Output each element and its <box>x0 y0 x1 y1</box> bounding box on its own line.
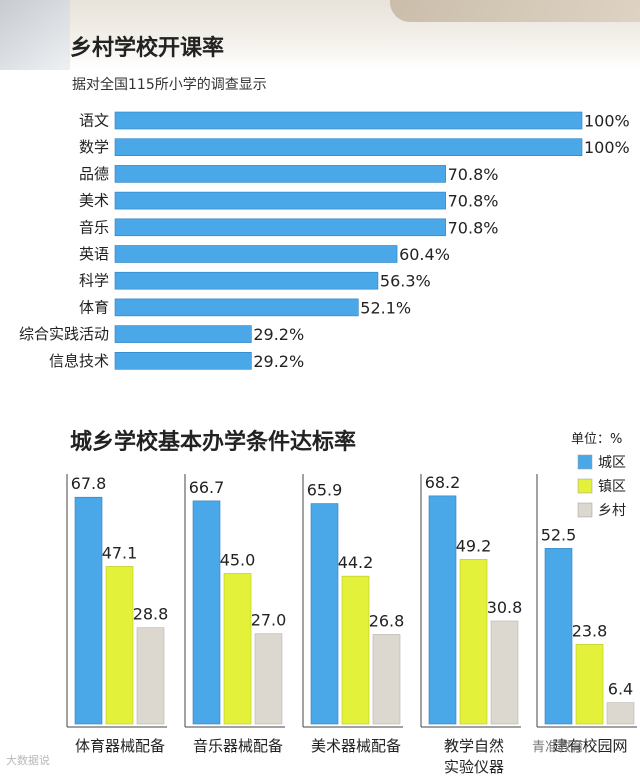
chart1-value-label: 70.8% <box>448 192 499 211</box>
chart1-value-label: 100% <box>584 138 630 157</box>
chart2-value-label: 23.8 <box>572 621 608 640</box>
chart2-bar <box>575 644 604 725</box>
chart2-bar <box>490 620 519 725</box>
chart2-category-label: 体育器械配备 <box>75 737 165 755</box>
chart2-value-label: 44.2 <box>338 553 374 572</box>
chart1-category-label: 美术 <box>79 192 109 210</box>
chart1-bar <box>114 111 583 130</box>
chart2-bar <box>310 503 339 725</box>
chart2-category-label: 实验仪器 <box>444 758 504 776</box>
chart2-category-label: 美术器械配备 <box>311 737 401 755</box>
chart2-value-label: 45.0 <box>220 550 256 569</box>
chart1-value-label: 29.2% <box>253 325 304 344</box>
chart1-bar <box>114 325 252 343</box>
chart2-value-label: 27.0 <box>251 611 287 630</box>
watermark-left: 大数据说 <box>6 754 50 767</box>
chart1-category-label: 体育 <box>79 298 109 316</box>
chart1-category-label: 科学 <box>79 272 109 290</box>
chart1-value-label: 100% <box>584 112 630 131</box>
chart2-bar <box>341 575 370 725</box>
chart2-bar <box>74 496 103 725</box>
chart1-value-label: 29.2% <box>253 352 304 371</box>
chart1-bar <box>114 271 379 290</box>
chart1-hbar: 语文 100% 数学 100% 品德 70.8% 美术 70.8% 音乐 70.8% 英语 60.4%… <box>19 111 630 371</box>
chart1-category-label: 英语 <box>79 245 109 263</box>
chart1-subtitle: 据对全国115所小学的调查显示 <box>72 77 267 93</box>
chart1-bar <box>114 165 446 183</box>
chart1-bar <box>114 298 359 317</box>
chart2-bar <box>136 627 165 725</box>
chart1-category-label: 语文 <box>79 112 109 130</box>
chart2-value-label: 52.5 <box>541 525 577 544</box>
chart2-title: 城乡学校基本办学条件达标率 <box>70 430 357 455</box>
chart1-bar <box>114 351 252 370</box>
chart1-title: 乡村学校开课率 <box>70 36 225 61</box>
chart2-value-label: 28.8 <box>133 605 169 624</box>
chart2-legend-swatch <box>577 454 593 470</box>
chart1-value-label: 52.1% <box>360 298 411 317</box>
chart2-category-label: 教学自然 <box>444 737 504 755</box>
chart1-value-label: 56.3% <box>380 272 431 291</box>
header-photo-right <box>390 0 640 22</box>
chart2-legend-label: 镇区 <box>598 479 626 495</box>
chart2-bar <box>254 633 283 725</box>
chart1-category-label: 音乐 <box>79 218 109 236</box>
chart2-value-label: 49.2 <box>456 536 492 555</box>
chart1-bar <box>114 138 583 156</box>
chart1-value-label: 60.4% <box>399 245 450 264</box>
chart2-value-label: 6.4 <box>608 680 633 699</box>
chart1-category-label: 数学 <box>79 138 109 156</box>
chart2-value-label: 26.8 <box>369 611 405 630</box>
chart2-bar <box>105 566 134 725</box>
chart2-value-label: 30.8 <box>487 598 523 617</box>
chart2-unit-label: 单位：% <box>571 432 622 447</box>
chart2-category-label: 建有校园网 <box>552 737 627 755</box>
chart2-category-label: 音乐器械配备 <box>193 737 283 755</box>
chart1-bar <box>114 218 446 237</box>
chart2-bar <box>459 559 488 725</box>
chart1-value-label: 70.8% <box>448 218 499 237</box>
chart1-category-label: 综合实践活动 <box>19 325 109 343</box>
header-photo-left <box>0 0 70 70</box>
chart2-bar <box>372 634 401 725</box>
chart1-category-label: 品德 <box>79 165 109 183</box>
chart1-bar <box>114 191 446 210</box>
chart2-legend-swatch <box>577 502 593 518</box>
chart2-legend-swatch <box>577 478 593 494</box>
chart2-value-label: 68.2 <box>425 473 461 492</box>
chart2-legend-label: 城区 <box>598 455 626 471</box>
chart2-bar <box>606 702 635 725</box>
chart1-bar <box>114 245 398 263</box>
chart1-category-label: 信息技术 <box>49 352 109 370</box>
chart2-bar <box>428 495 457 725</box>
chart2-bar <box>544 548 573 725</box>
chart1-value-label: 70.8% <box>448 165 499 184</box>
chart2-value-label: 65.9 <box>307 481 343 500</box>
chart2-legend-label: 乡村 <box>598 503 626 519</box>
chart2-bar <box>223 573 252 725</box>
chart2-value-label: 66.7 <box>189 478 225 497</box>
chart2-value-label: 67.8 <box>71 474 107 493</box>
chart2-value-label: 47.1 <box>102 543 138 562</box>
chart2-bar <box>192 500 221 725</box>
watermark-right: 青准教育 <box>532 740 585 755</box>
